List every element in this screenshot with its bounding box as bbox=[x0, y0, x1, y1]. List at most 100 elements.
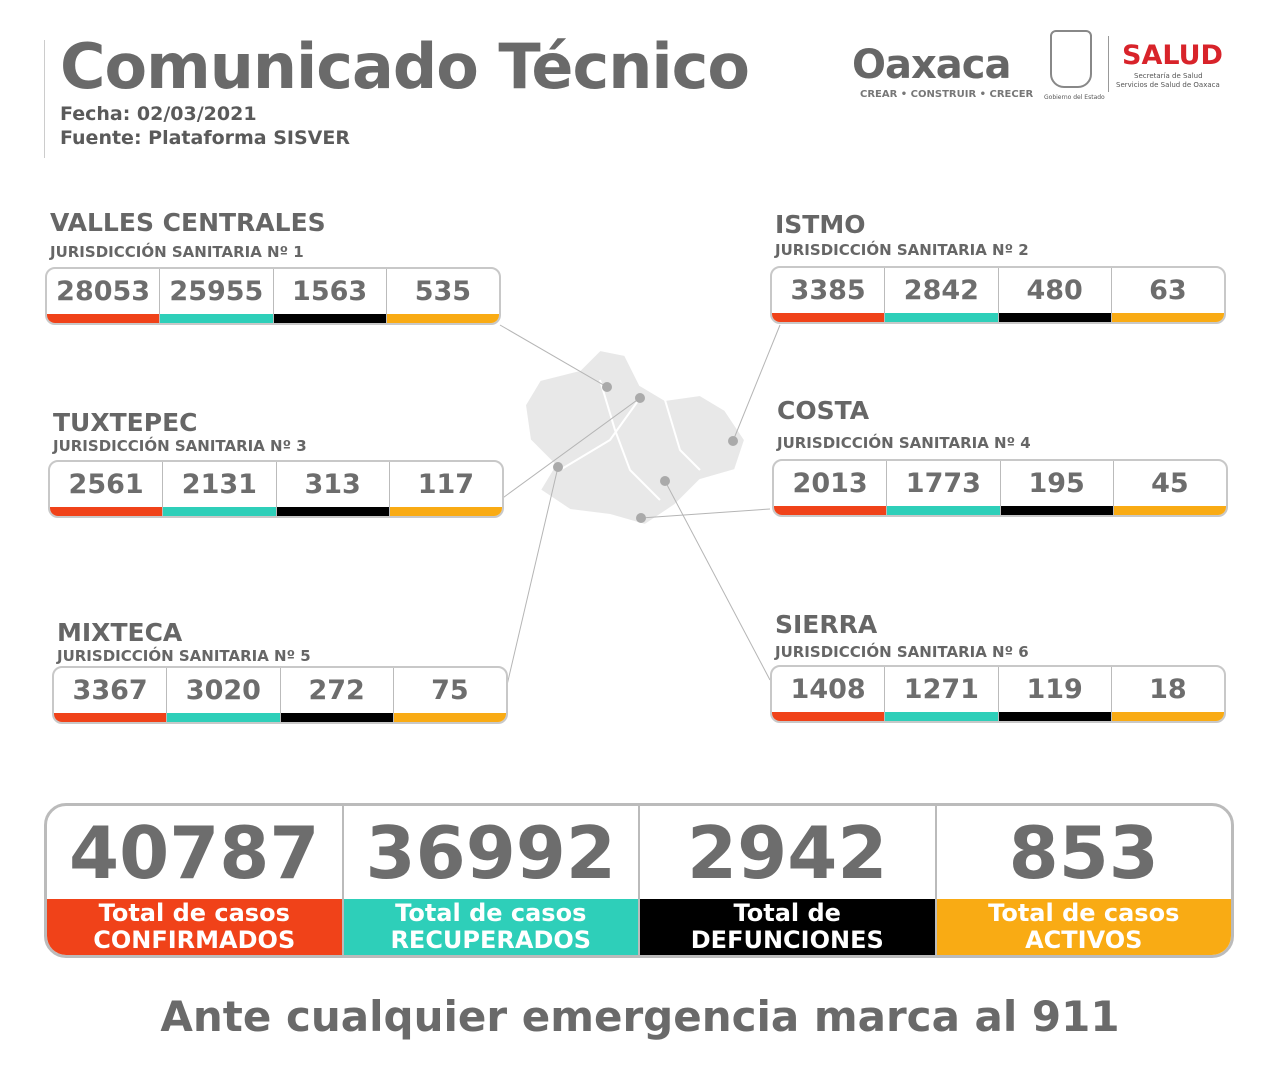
region-jurisdiction: JURISDICCIÓN SANITARIA Nº 3 bbox=[53, 437, 307, 455]
region-card-sierra: 1408 1271 119 18 bbox=[770, 665, 1226, 723]
total-label: Total de casos bbox=[988, 899, 1180, 927]
map-dot bbox=[728, 436, 738, 446]
stat-value: 18 bbox=[1149, 674, 1187, 705]
color-bar bbox=[998, 313, 1111, 322]
region-jurisdiction: JURISDICCIÓN SANITARIA Nº 1 bbox=[50, 243, 304, 261]
report-source: Fuente: Plataforma SISVER bbox=[60, 127, 350, 149]
color-bar bbox=[774, 506, 887, 515]
region-jurisdiction: JURISDICCIÓN SANITARIA Nº 5 bbox=[57, 647, 311, 665]
color-bar bbox=[160, 314, 273, 323]
page-title: Comunicado Técnico bbox=[60, 30, 750, 103]
map-dot bbox=[602, 382, 612, 392]
stat-recuperados: 1773 bbox=[887, 461, 1001, 515]
stat-value: 1773 bbox=[905, 468, 981, 499]
stat-value: 272 bbox=[308, 675, 365, 706]
region-title-sierra: SIERRA bbox=[775, 610, 878, 639]
stat-activos: 535 bbox=[386, 269, 499, 323]
stat-value: 480 bbox=[1026, 275, 1083, 306]
stat-activos: 18 bbox=[1111, 667, 1224, 721]
total-recuperados: 36992 Total de casos RECUPERADOS bbox=[343, 806, 640, 955]
color-bar bbox=[885, 313, 998, 322]
total-label: ACTIVOS bbox=[1025, 926, 1143, 954]
region-card-mixteca: 3367 3020 272 75 bbox=[52, 666, 508, 724]
stat-value: 63 bbox=[1149, 275, 1187, 306]
total-confirmados: 40787 Total de casos CONFIRMADOS bbox=[47, 806, 344, 955]
stat-activos: 45 bbox=[1113, 461, 1226, 515]
oaxaca-map bbox=[499, 324, 781, 716]
stat-confirmados: 3385 bbox=[772, 268, 886, 322]
color-bar bbox=[885, 712, 998, 721]
stat-value: 45 bbox=[1151, 468, 1189, 499]
stat-recuperados: 3020 bbox=[167, 668, 281, 722]
salud-logo: SALUD bbox=[1122, 40, 1223, 71]
total-defunciones: 2942 Total de DEFUNCIONES bbox=[640, 806, 937, 955]
coat-of-arms-icon bbox=[1050, 30, 1092, 88]
color-bar bbox=[273, 314, 386, 323]
stat-defunciones: 195 bbox=[1000, 461, 1114, 515]
stat-confirmados: 3367 bbox=[54, 668, 168, 722]
color-bar bbox=[280, 713, 393, 722]
stat-value: 117 bbox=[417, 469, 475, 500]
stat-value: 2131 bbox=[181, 469, 257, 500]
logos: Oaxaca CREAR • CONSTRUIR • CRECER Gobier… bbox=[852, 28, 1232, 108]
emergency-footer: Ante cualquier emergencia marca al 911 bbox=[160, 992, 1120, 1041]
color-bar bbox=[772, 313, 885, 322]
total-label: Total de casos bbox=[98, 899, 290, 927]
color-bar bbox=[772, 712, 885, 721]
total-label: Total de casos bbox=[395, 899, 587, 927]
total-label: CONFIRMADOS bbox=[93, 926, 296, 954]
region-jurisdiction: JURISDICCIÓN SANITARIA Nº 6 bbox=[775, 643, 1029, 661]
region-title-istmo: ISTMO bbox=[775, 210, 866, 239]
total-label: RECUPERADOS bbox=[390, 926, 592, 954]
color-bar bbox=[386, 314, 499, 323]
total-label: Total de bbox=[733, 899, 841, 927]
region-card-istmo: 3385 2842 480 63 bbox=[770, 266, 1226, 324]
map-dot bbox=[660, 476, 670, 486]
stat-confirmados: 2013 bbox=[774, 461, 888, 515]
color-bar bbox=[393, 713, 506, 722]
color-bar bbox=[276, 507, 389, 516]
oaxaca-tagline: CREAR • CONSTRUIR • CRECER bbox=[860, 89, 1034, 100]
region-title-tuxtepec: TUXTEPEC bbox=[53, 408, 198, 437]
stat-value: 3385 bbox=[790, 275, 866, 306]
stat-confirmados: 2561 bbox=[50, 462, 164, 516]
stat-recuperados: 25955 bbox=[160, 269, 274, 323]
gobierno-label: Gobierno del Estado bbox=[1044, 94, 1105, 101]
stat-defunciones: 313 bbox=[276, 462, 390, 516]
stat-defunciones: 480 bbox=[998, 268, 1112, 322]
totals-panel: 40787 Total de casos CONFIRMADOS 36992 Tota… bbox=[44, 803, 1234, 958]
region-title-valles-centrales: VALLES CENTRALES bbox=[50, 208, 326, 237]
stat-defunciones: 272 bbox=[280, 668, 394, 722]
connector-sierra bbox=[664, 480, 771, 681]
stat-defunciones: 1563 bbox=[273, 269, 387, 323]
region-card-valles-centrales: 28053 25955 1563 535 bbox=[45, 267, 501, 325]
color-bar bbox=[1113, 506, 1226, 515]
stat-recuperados: 1271 bbox=[885, 667, 999, 721]
stat-value: 119 bbox=[1026, 674, 1083, 705]
stat-recuperados: 2842 bbox=[885, 268, 999, 322]
total-activos: 853 Total de casos ACTIVOS bbox=[936, 806, 1231, 955]
stat-value: 25955 bbox=[169, 276, 264, 307]
region-title-costa: COSTA bbox=[777, 396, 870, 425]
total-label: DEFUNCIONES bbox=[690, 926, 884, 954]
map-dot bbox=[553, 462, 563, 472]
state-shape bbox=[523, 348, 747, 527]
stat-defunciones: 119 bbox=[998, 667, 1112, 721]
connector-valles bbox=[499, 324, 608, 388]
stat-confirmados: 1408 bbox=[772, 667, 886, 721]
stat-value: 2013 bbox=[792, 468, 868, 499]
total-value: 2942 bbox=[687, 810, 888, 895]
stat-value: 3367 bbox=[72, 675, 148, 706]
stat-activos: 117 bbox=[389, 462, 502, 516]
stat-confirmados: 28053 bbox=[47, 269, 161, 323]
color-bar bbox=[163, 507, 276, 516]
stat-value: 1563 bbox=[292, 276, 368, 307]
stat-value: 2842 bbox=[903, 275, 979, 306]
region-jurisdiction: JURISDICCIÓN SANITARIA Nº 4 bbox=[777, 434, 1031, 452]
color-bar bbox=[167, 713, 280, 722]
color-bar bbox=[47, 314, 160, 323]
color-bar bbox=[1111, 313, 1224, 322]
salud-subtitle-2: Servicios de Salud de Oaxaca bbox=[1116, 81, 1220, 89]
region-card-tuxtepec: 2561 2131 313 117 bbox=[48, 460, 504, 518]
color-bar bbox=[1000, 506, 1113, 515]
